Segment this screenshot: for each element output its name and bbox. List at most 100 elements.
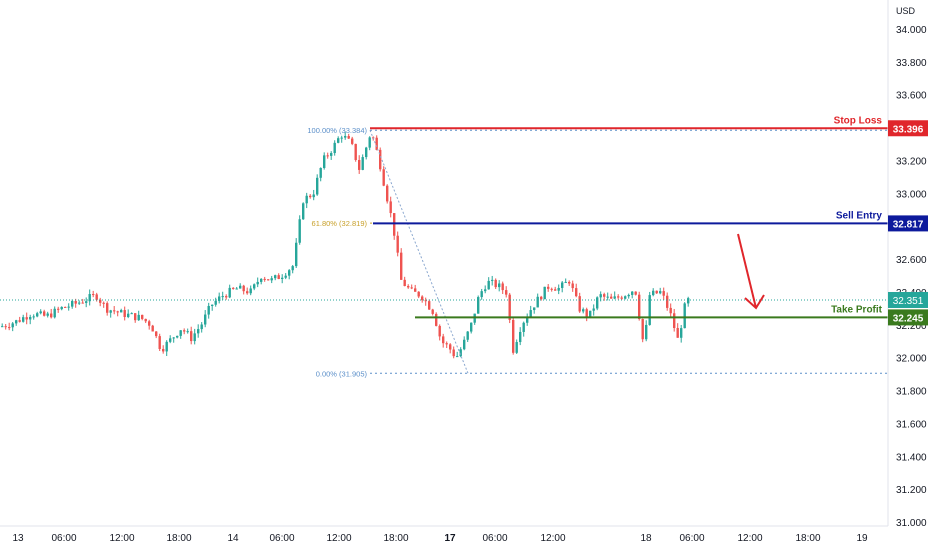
candle xyxy=(641,318,644,343)
candle xyxy=(18,316,21,323)
candle xyxy=(8,322,11,331)
candle xyxy=(666,292,669,311)
candle xyxy=(536,293,539,308)
candle xyxy=(505,286,508,298)
candle xyxy=(333,140,336,156)
candle xyxy=(522,321,525,337)
candle xyxy=(358,155,361,174)
candle xyxy=(207,302,210,319)
candle xyxy=(557,284,560,295)
candle xyxy=(676,323,679,338)
candle xyxy=(582,307,585,314)
candle xyxy=(288,269,291,280)
candle xyxy=(438,324,441,341)
candle xyxy=(249,285,252,296)
candle xyxy=(442,333,445,348)
candle xyxy=(60,306,63,311)
currency-label: USD xyxy=(896,6,916,16)
level-sell-entry[interactable]: Sell Entry xyxy=(373,210,888,225)
price-tick-label: 31.200 xyxy=(896,485,927,496)
candle xyxy=(319,167,322,182)
candle xyxy=(179,330,182,339)
candle xyxy=(64,306,67,308)
candle xyxy=(71,299,74,309)
candle xyxy=(43,309,46,317)
candle xyxy=(99,297,102,307)
candle xyxy=(228,284,231,299)
candle xyxy=(270,275,273,284)
fib-level-label: 100.00% (33.384) xyxy=(307,126,367,135)
price-tick-label: 33.200 xyxy=(896,156,927,167)
candle xyxy=(533,307,536,314)
candle xyxy=(515,339,518,354)
price-axis[interactable]: USD 34.00033.80033.60033.40033.20033.000… xyxy=(887,0,932,529)
candle xyxy=(354,143,357,162)
level-name: Stop Loss xyxy=(834,115,883,126)
fibonacci-retracement[interactable]: 100.00% (33.384) 61.80% (32.819) 0.00% (31… xyxy=(307,126,888,378)
time-axis[interactable]: 13 06:00 12:00 18:00 14 06:00 12:00 18:00 17 06:0… xyxy=(0,525,888,544)
candle xyxy=(130,312,133,315)
time-tick-label: 06:00 xyxy=(679,533,704,544)
candle xyxy=(225,294,228,300)
candle xyxy=(277,273,280,280)
candle xyxy=(428,299,431,310)
candle xyxy=(267,279,270,281)
candle xyxy=(543,286,546,300)
candle xyxy=(417,291,420,299)
candle xyxy=(323,152,326,170)
candle xyxy=(284,273,287,280)
candle xyxy=(617,294,620,300)
level-name: Sell Entry xyxy=(836,210,883,221)
candle xyxy=(235,286,238,290)
candle xyxy=(53,306,56,319)
price-tick-label: 33.800 xyxy=(896,58,927,69)
candle xyxy=(162,345,165,354)
candle xyxy=(295,238,298,269)
candle xyxy=(564,278,567,283)
time-tick-label: 18 xyxy=(640,533,652,544)
level-stop-loss[interactable]: Stop Loss xyxy=(370,115,888,130)
candle xyxy=(232,287,235,290)
candle xyxy=(435,312,438,327)
time-tick-label: 12:00 xyxy=(109,533,134,544)
time-tick-label: 06:00 xyxy=(482,533,507,544)
candle xyxy=(253,283,256,291)
level-price-label: 33.396 xyxy=(893,124,924,135)
candle xyxy=(67,303,70,311)
candle xyxy=(596,296,599,311)
candle xyxy=(610,293,613,299)
candle xyxy=(410,284,413,290)
level-take-profit[interactable]: Take Profit xyxy=(415,304,888,319)
candle xyxy=(326,152,329,159)
candle xyxy=(113,306,116,315)
candle xyxy=(169,335,172,344)
candle xyxy=(466,331,469,342)
candle xyxy=(368,136,371,151)
candle xyxy=(256,277,259,288)
price-tick-label: 31.800 xyxy=(896,387,927,398)
price-tick-label: 32.600 xyxy=(896,255,927,266)
candle xyxy=(274,274,277,281)
candle xyxy=(78,300,81,305)
candle xyxy=(449,343,452,354)
candle xyxy=(57,306,60,313)
time-tick-label: 12:00 xyxy=(326,533,351,544)
time-tick-label: 12:00 xyxy=(737,533,762,544)
candle xyxy=(487,277,490,290)
candle xyxy=(547,284,550,292)
plot-area[interactable]: 100.00% (33.384) 61.80% (32.819) 0.00% (31… xyxy=(0,115,888,378)
candle xyxy=(151,324,154,332)
candle xyxy=(1,323,4,328)
candle xyxy=(554,286,557,291)
candle xyxy=(36,311,39,318)
candle xyxy=(680,324,683,343)
candle xyxy=(281,274,284,284)
candle xyxy=(144,318,147,324)
candle xyxy=(512,317,515,355)
candle xyxy=(193,328,196,345)
fib-trend-line xyxy=(369,130,469,374)
candle xyxy=(123,306,126,321)
candle xyxy=(106,301,109,316)
candle xyxy=(330,151,333,160)
